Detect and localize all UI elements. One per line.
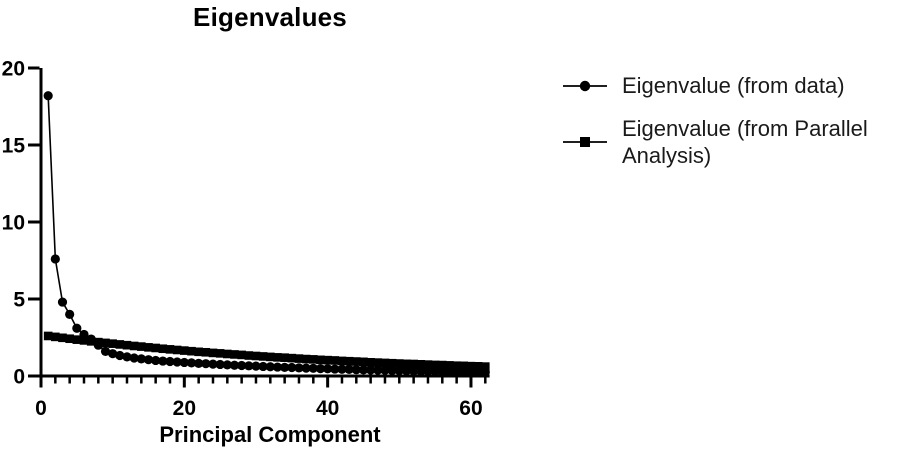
legend: Eigenvalue (from data) Eigenvalue (from … bbox=[562, 72, 906, 169]
line-circle-marker-icon bbox=[563, 80, 607, 91]
x-tick-label: 20 bbox=[173, 397, 196, 420]
series-line bbox=[47, 95, 486, 373]
chart-title: Eigenvalues bbox=[193, 2, 347, 32]
legend-label-data: Eigenvalue (from data) bbox=[622, 73, 845, 98]
x-axis-label: Principal Component bbox=[159, 422, 381, 447]
legend-entry-parallel: Eigenvalue (from Parallel Analysis) bbox=[562, 115, 906, 169]
x-tick-label: 60 bbox=[459, 397, 482, 420]
line-square-marker-icon bbox=[563, 137, 607, 147]
y-tick-label: 20 bbox=[2, 58, 25, 81]
y-tick-label: 5 bbox=[13, 289, 25, 312]
x-tick-label: 40 bbox=[316, 397, 339, 420]
series-circle bbox=[43, 91, 490, 377]
axes bbox=[39, 68, 490, 378]
x-tick-label: 0 bbox=[35, 397, 47, 420]
y-tick-label: 15 bbox=[2, 135, 26, 158]
legend-label-parallel: Eigenvalue (from Parallel Analysis) bbox=[622, 116, 868, 168]
legend-entry-data: Eigenvalue (from data) bbox=[562, 72, 906, 99]
y-tick-label: 0 bbox=[13, 366, 25, 389]
y-tick-label: 10 bbox=[2, 212, 25, 235]
series-square bbox=[43, 331, 490, 371]
